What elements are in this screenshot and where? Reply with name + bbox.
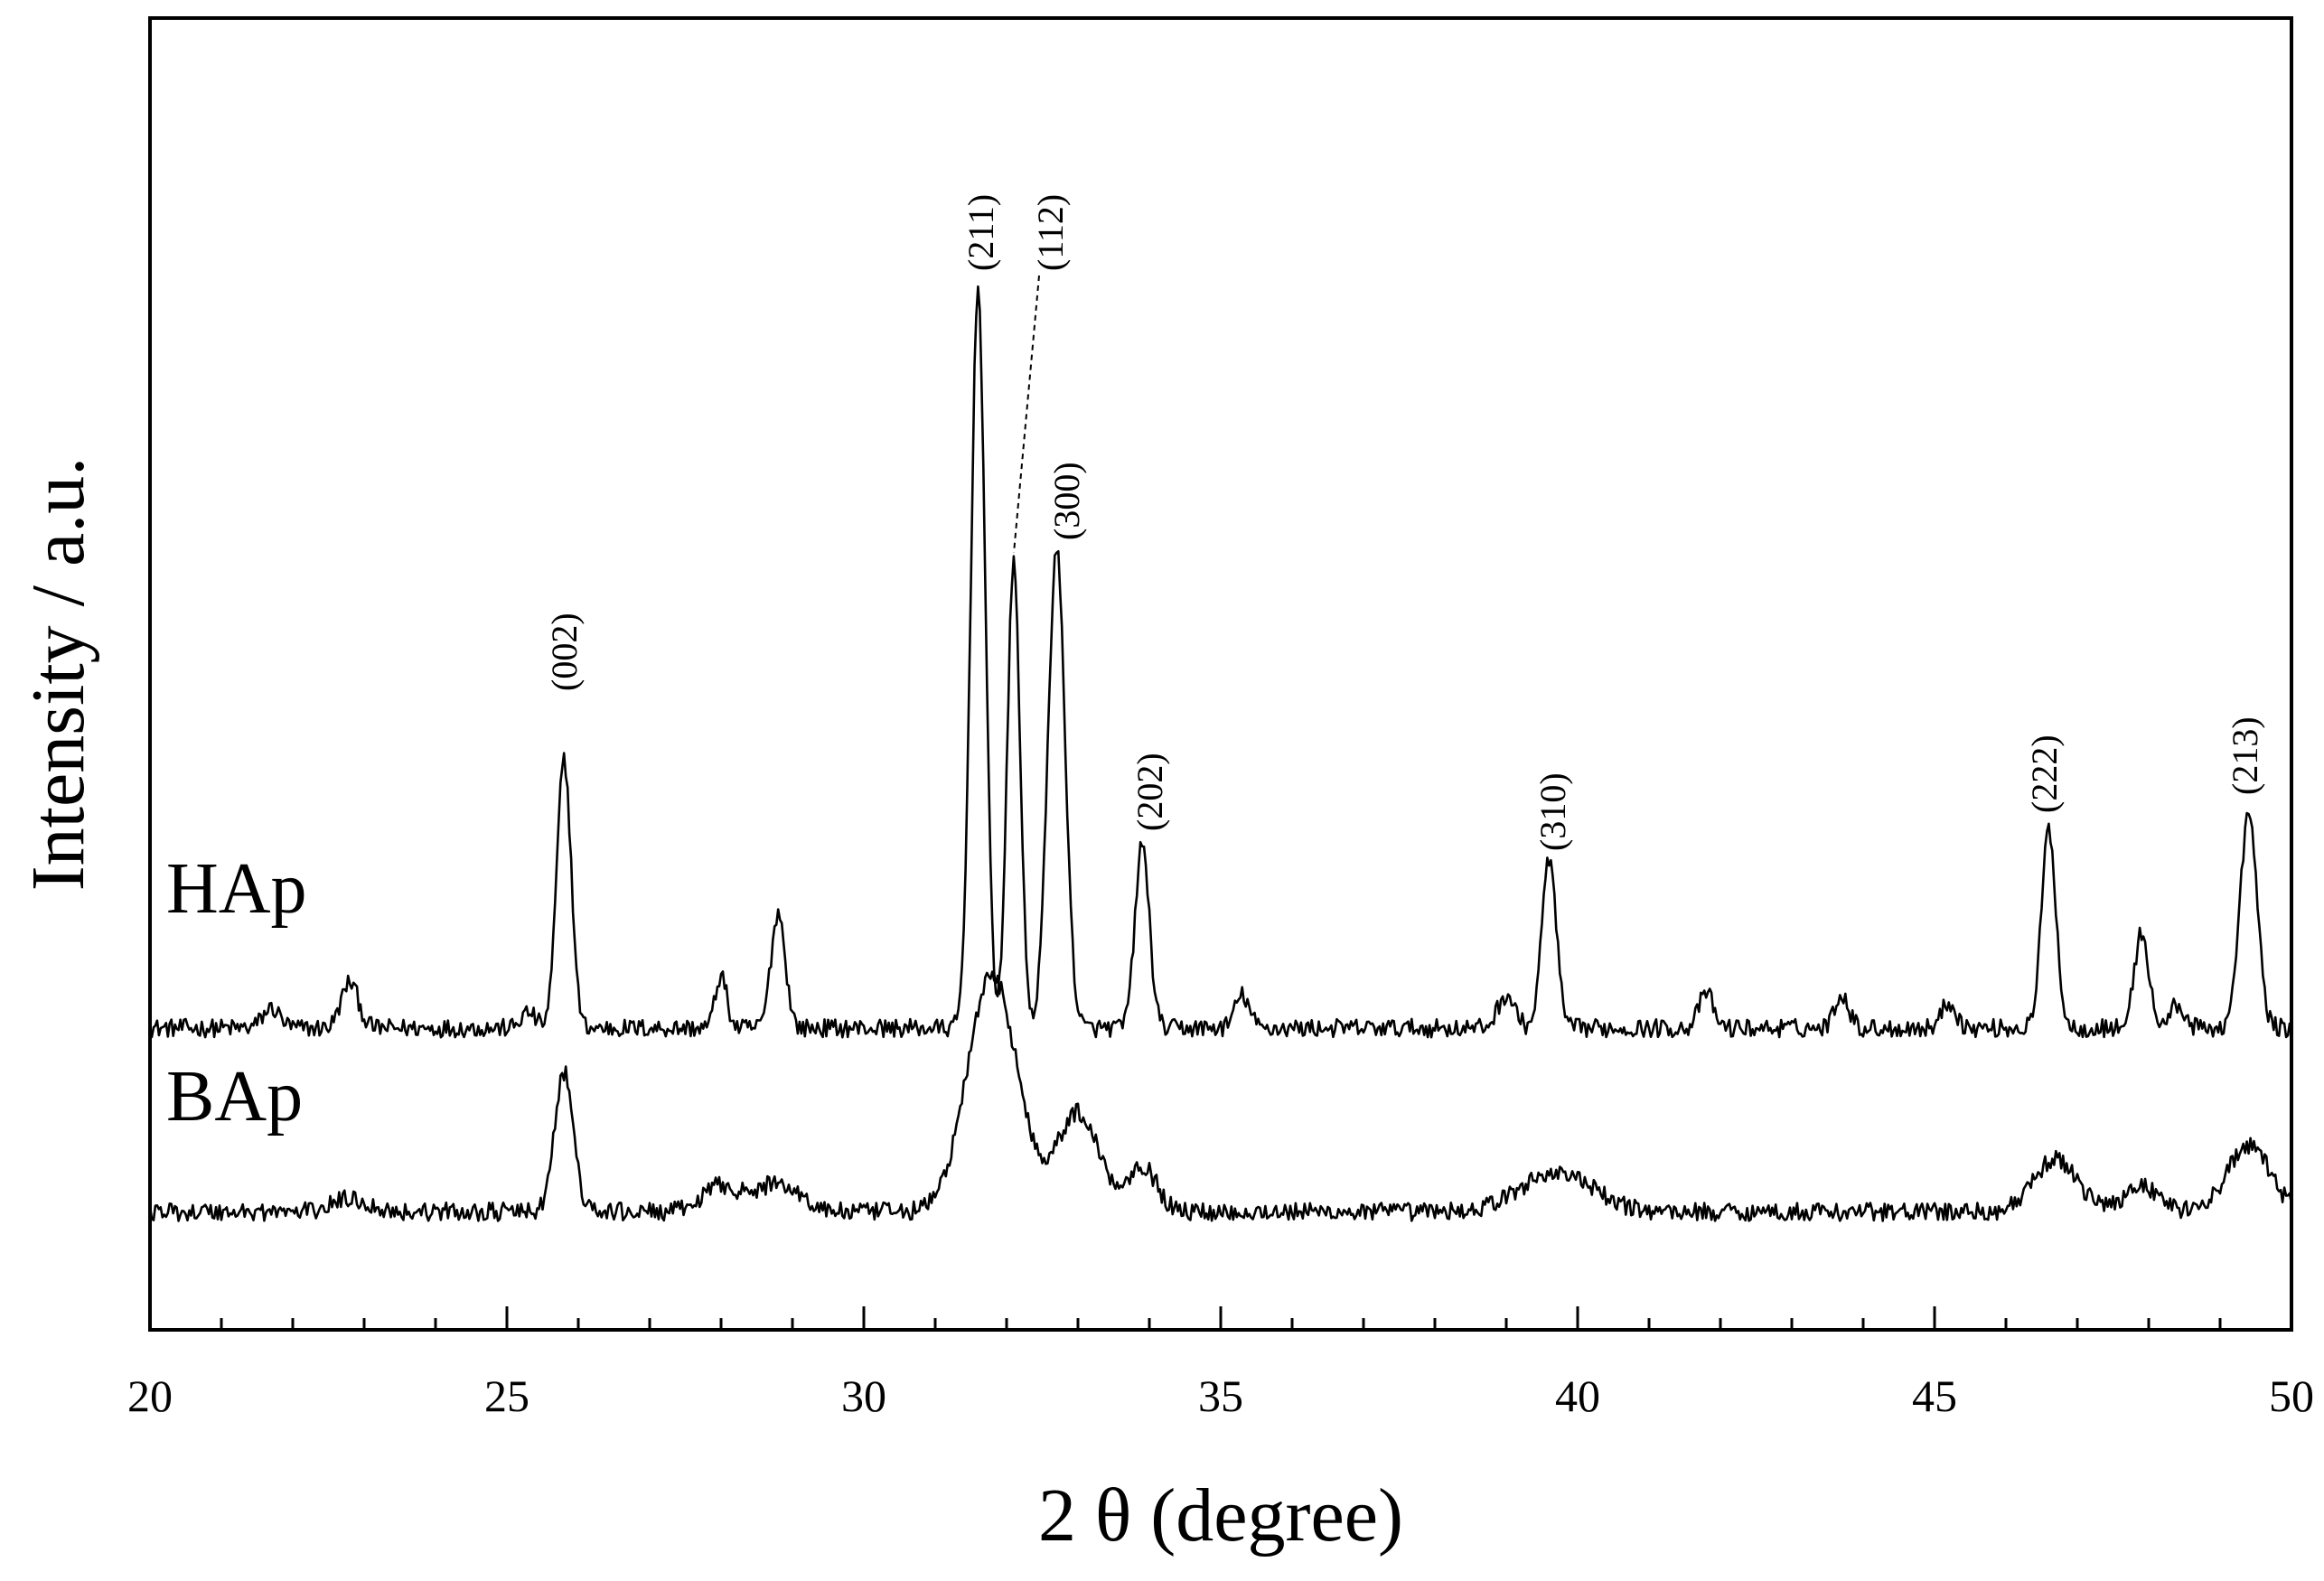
series-group: HAp BAp	[148, 285, 2293, 1222]
x-tick-label: 30	[841, 1371, 886, 1421]
peak-label: (202)	[1129, 753, 1170, 831]
peak-label: (310)	[1532, 772, 1573, 851]
peak-label: (112)	[1030, 194, 1071, 271]
x-tick-label: 40	[1555, 1371, 1600, 1421]
peak-labels: (002) (211) (112) (300) (202) (310) (222) (213)	[544, 194, 2265, 851]
x-tick-label: 45	[1912, 1371, 1957, 1421]
plot-frame	[148, 16, 2293, 1332]
peak-label: (002)	[544, 613, 585, 691]
peak-label: (211)	[961, 194, 1001, 271]
x-axis-title: 2 θ (degree)	[1038, 1473, 1403, 1558]
x-axis-ticks	[148, 1306, 2293, 1330]
series-line-bap	[148, 970, 2293, 1222]
x-axis-tick-labels: 20 25 30 35 40 45 50	[127, 1371, 2314, 1421]
peak-label: (300)	[1046, 462, 1087, 540]
x-tick-label: 20	[127, 1371, 173, 1421]
series-line-hap	[149, 285, 2292, 1039]
x-tick-label: 25	[484, 1371, 529, 1421]
peak-label-leader	[1013, 275, 1040, 554]
y-axis-title: Intensity / a.u.	[16, 457, 100, 892]
peak-label: (213)	[2225, 716, 2265, 795]
x-tick-label: 50	[2269, 1371, 2314, 1421]
x-tick-label: 35	[1198, 1371, 1243, 1421]
peak-label: (222)	[2024, 734, 2065, 813]
series-label-bap: BAp	[166, 1057, 303, 1137]
series-label-hap: HAp	[166, 849, 307, 929]
